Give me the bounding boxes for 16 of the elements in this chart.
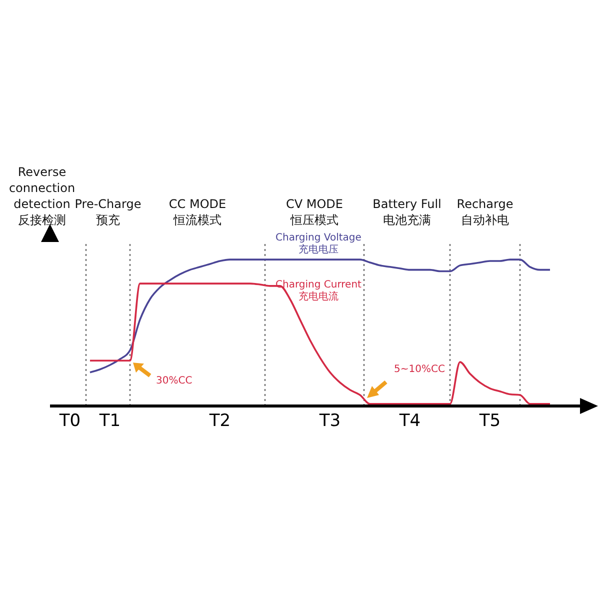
x-tick-label: T1 <box>98 411 121 432</box>
x-tick-label: T2 <box>208 411 231 432</box>
text: Recharge 自动补电 <box>456 197 514 227</box>
text: Battery Full 电池充满 <box>372 197 442 227</box>
annotation: 5~10%CC <box>394 364 445 375</box>
x-tick-label: T5 <box>478 411 501 432</box>
x-tick-label: T0 <box>58 411 81 432</box>
x-tick-label: T4 <box>398 411 421 432</box>
annotation: 30%CC <box>156 376 192 387</box>
text: CC MODE 恒流模式 <box>168 197 226 227</box>
text: Reverse connection detection 反接检测 <box>8 165 76 227</box>
text: CV MODE 恒压模式 <box>286 197 344 227</box>
series-label: Charging Voltage 充电电压 <box>276 232 362 256</box>
series-label: Charging Current 充电电流 <box>276 280 362 303</box>
x-tick-label: T3 <box>318 411 341 432</box>
text: Pre-Charge 预充 <box>74 197 142 227</box>
